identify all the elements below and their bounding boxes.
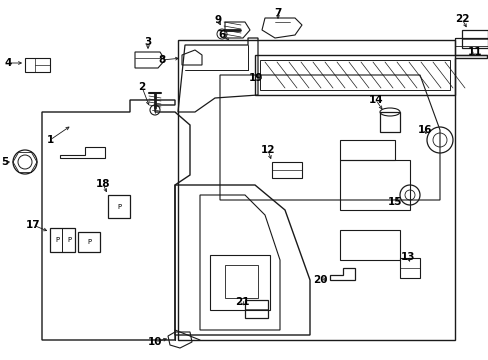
Text: 16: 16 — [417, 125, 431, 135]
Text: 20: 20 — [312, 275, 326, 285]
Text: 12: 12 — [260, 145, 275, 155]
Text: P: P — [117, 204, 121, 210]
Text: 2: 2 — [138, 82, 145, 92]
Text: 9: 9 — [214, 15, 221, 25]
Text: 13: 13 — [400, 252, 414, 262]
Text: P: P — [67, 237, 71, 243]
Text: 8: 8 — [158, 55, 165, 65]
Text: 6: 6 — [218, 30, 225, 40]
Text: 14: 14 — [368, 95, 383, 105]
Text: 11: 11 — [467, 47, 481, 57]
Text: 15: 15 — [387, 197, 402, 207]
Text: P: P — [55, 237, 59, 243]
Text: 18: 18 — [96, 179, 110, 189]
Text: 3: 3 — [144, 37, 151, 47]
Text: 4: 4 — [4, 58, 12, 68]
Text: 1: 1 — [46, 135, 54, 145]
Text: 22: 22 — [454, 14, 468, 24]
Text: 7: 7 — [274, 8, 281, 18]
Text: 21: 21 — [234, 297, 249, 307]
Text: 5: 5 — [1, 157, 9, 167]
Text: P: P — [87, 239, 91, 245]
Text: 17: 17 — [26, 220, 40, 230]
Text: 19: 19 — [248, 73, 263, 83]
Text: 10: 10 — [147, 337, 162, 347]
